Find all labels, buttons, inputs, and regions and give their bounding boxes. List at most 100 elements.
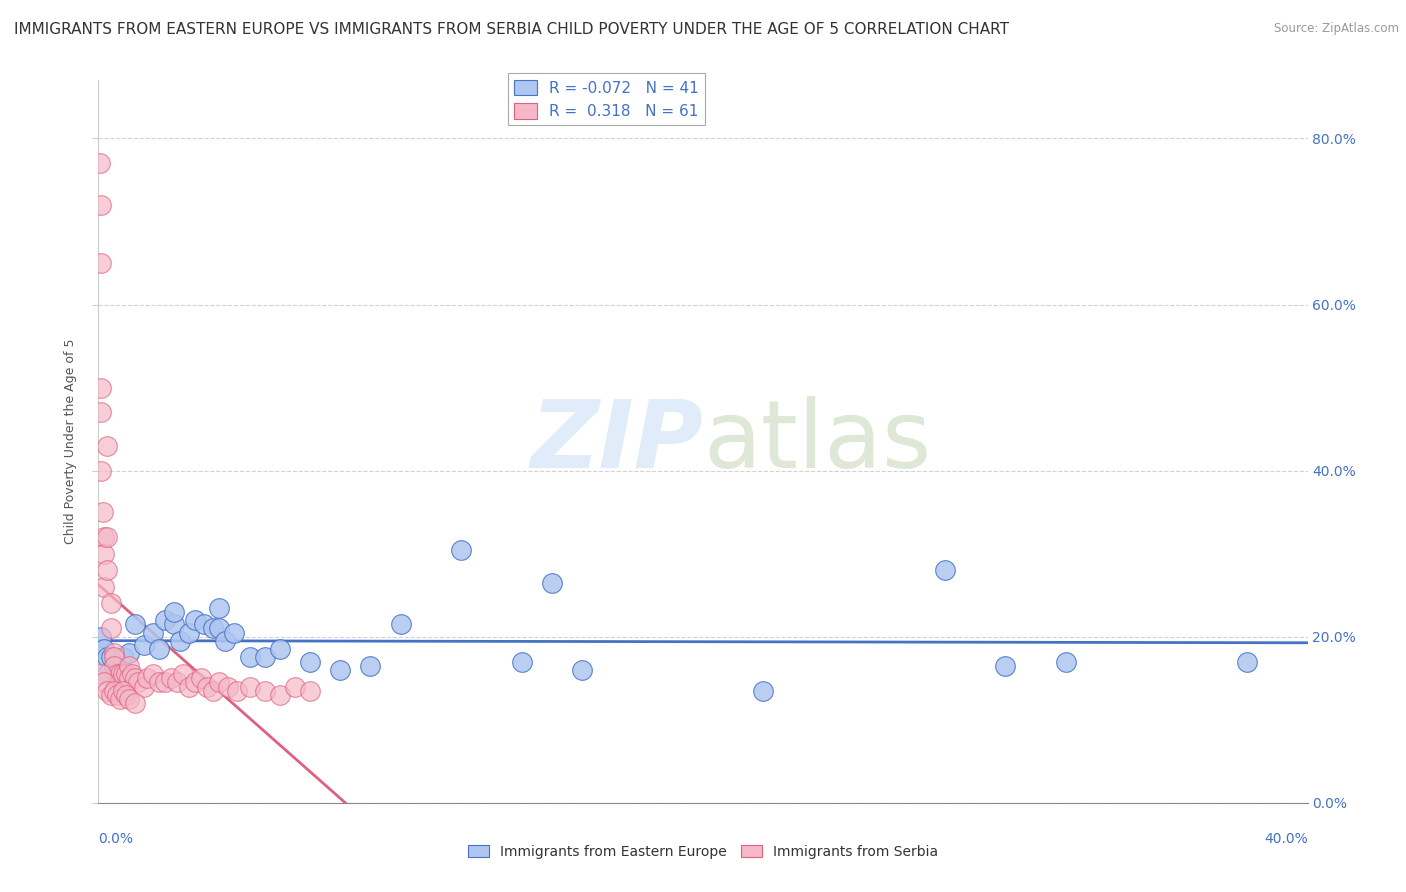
Point bbox=[299, 655, 322, 669]
Point bbox=[142, 667, 165, 681]
Point bbox=[90, 380, 112, 394]
Point bbox=[269, 642, 291, 657]
Point bbox=[239, 650, 262, 665]
Point bbox=[100, 597, 122, 611]
Point bbox=[208, 621, 231, 635]
Point bbox=[217, 680, 239, 694]
Point bbox=[148, 675, 170, 690]
Point bbox=[105, 667, 128, 681]
Point bbox=[100, 621, 122, 635]
Point bbox=[169, 633, 191, 648]
Point bbox=[118, 646, 141, 660]
Point bbox=[96, 683, 118, 698]
Text: 0.0%: 0.0% bbox=[98, 832, 134, 846]
Point bbox=[389, 617, 412, 632]
Point bbox=[90, 198, 112, 212]
Point bbox=[208, 675, 231, 690]
Point bbox=[1236, 655, 1258, 669]
Point bbox=[93, 675, 115, 690]
Point bbox=[163, 617, 186, 632]
Text: atlas: atlas bbox=[703, 395, 931, 488]
Point bbox=[190, 671, 212, 685]
Point bbox=[93, 642, 115, 657]
Point bbox=[284, 680, 307, 694]
Point bbox=[450, 542, 472, 557]
Point bbox=[103, 683, 125, 698]
Point bbox=[142, 625, 165, 640]
Point bbox=[105, 675, 128, 690]
Point bbox=[111, 667, 134, 681]
Point bbox=[153, 613, 176, 627]
Point bbox=[752, 683, 775, 698]
Point bbox=[108, 675, 131, 690]
Text: 40.0%: 40.0% bbox=[1264, 832, 1308, 846]
Point bbox=[91, 505, 114, 519]
Point bbox=[93, 547, 115, 561]
Point bbox=[121, 667, 143, 681]
Point bbox=[160, 671, 183, 685]
Point bbox=[90, 464, 112, 478]
Point bbox=[132, 638, 155, 652]
Point bbox=[934, 563, 956, 577]
Point bbox=[90, 256, 112, 270]
Point bbox=[114, 688, 136, 702]
Point bbox=[111, 683, 134, 698]
Point bbox=[179, 625, 201, 640]
Text: IMMIGRANTS FROM EASTERN EUROPE VS IMMIGRANTS FROM SERBIA CHILD POVERTY UNDER THE: IMMIGRANTS FROM EASTERN EUROPE VS IMMIGR… bbox=[14, 22, 1010, 37]
Point bbox=[994, 658, 1017, 673]
Point bbox=[202, 683, 225, 698]
Point bbox=[127, 675, 149, 690]
Point bbox=[253, 683, 276, 698]
Point bbox=[299, 683, 322, 698]
Point bbox=[105, 663, 128, 677]
Point bbox=[163, 605, 186, 619]
Point bbox=[90, 667, 112, 681]
Point bbox=[100, 650, 122, 665]
Point bbox=[208, 600, 231, 615]
Point bbox=[269, 688, 291, 702]
Point bbox=[214, 633, 236, 648]
Point bbox=[96, 667, 118, 681]
Point bbox=[103, 646, 125, 660]
Point bbox=[118, 692, 141, 706]
Point bbox=[172, 667, 194, 681]
Point bbox=[202, 621, 225, 635]
Point bbox=[124, 696, 146, 710]
Point bbox=[166, 675, 188, 690]
Text: Source: ZipAtlas.com: Source: ZipAtlas.com bbox=[1274, 22, 1399, 36]
Point bbox=[93, 580, 115, 594]
Point bbox=[153, 675, 176, 690]
Point bbox=[184, 675, 207, 690]
Point bbox=[184, 613, 207, 627]
Point bbox=[239, 680, 262, 694]
Point bbox=[96, 650, 118, 665]
Point bbox=[124, 671, 146, 685]
Point bbox=[1054, 655, 1077, 669]
Point bbox=[103, 658, 125, 673]
Point bbox=[148, 642, 170, 657]
Point bbox=[118, 671, 141, 685]
Point bbox=[90, 405, 112, 419]
Legend: R = -0.072   N = 41, R =  0.318   N = 61: R = -0.072 N = 41, R = 0.318 N = 61 bbox=[508, 73, 704, 125]
Point bbox=[193, 617, 215, 632]
Point bbox=[100, 688, 122, 702]
Y-axis label: Child Poverty Under the Age of 5: Child Poverty Under the Age of 5 bbox=[63, 339, 77, 544]
Point bbox=[105, 688, 128, 702]
Point bbox=[118, 658, 141, 673]
Point bbox=[108, 692, 131, 706]
Point bbox=[93, 530, 115, 544]
Point bbox=[103, 658, 125, 673]
Point bbox=[135, 671, 157, 685]
Point bbox=[124, 617, 146, 632]
Point bbox=[132, 680, 155, 694]
Point bbox=[329, 663, 352, 677]
Point bbox=[111, 650, 134, 665]
Point bbox=[195, 680, 218, 694]
Point bbox=[224, 625, 246, 640]
Point bbox=[253, 650, 276, 665]
Point bbox=[114, 667, 136, 681]
Point bbox=[103, 650, 125, 665]
Point bbox=[540, 575, 562, 590]
Point bbox=[108, 667, 131, 681]
Text: ZIP: ZIP bbox=[530, 395, 703, 488]
